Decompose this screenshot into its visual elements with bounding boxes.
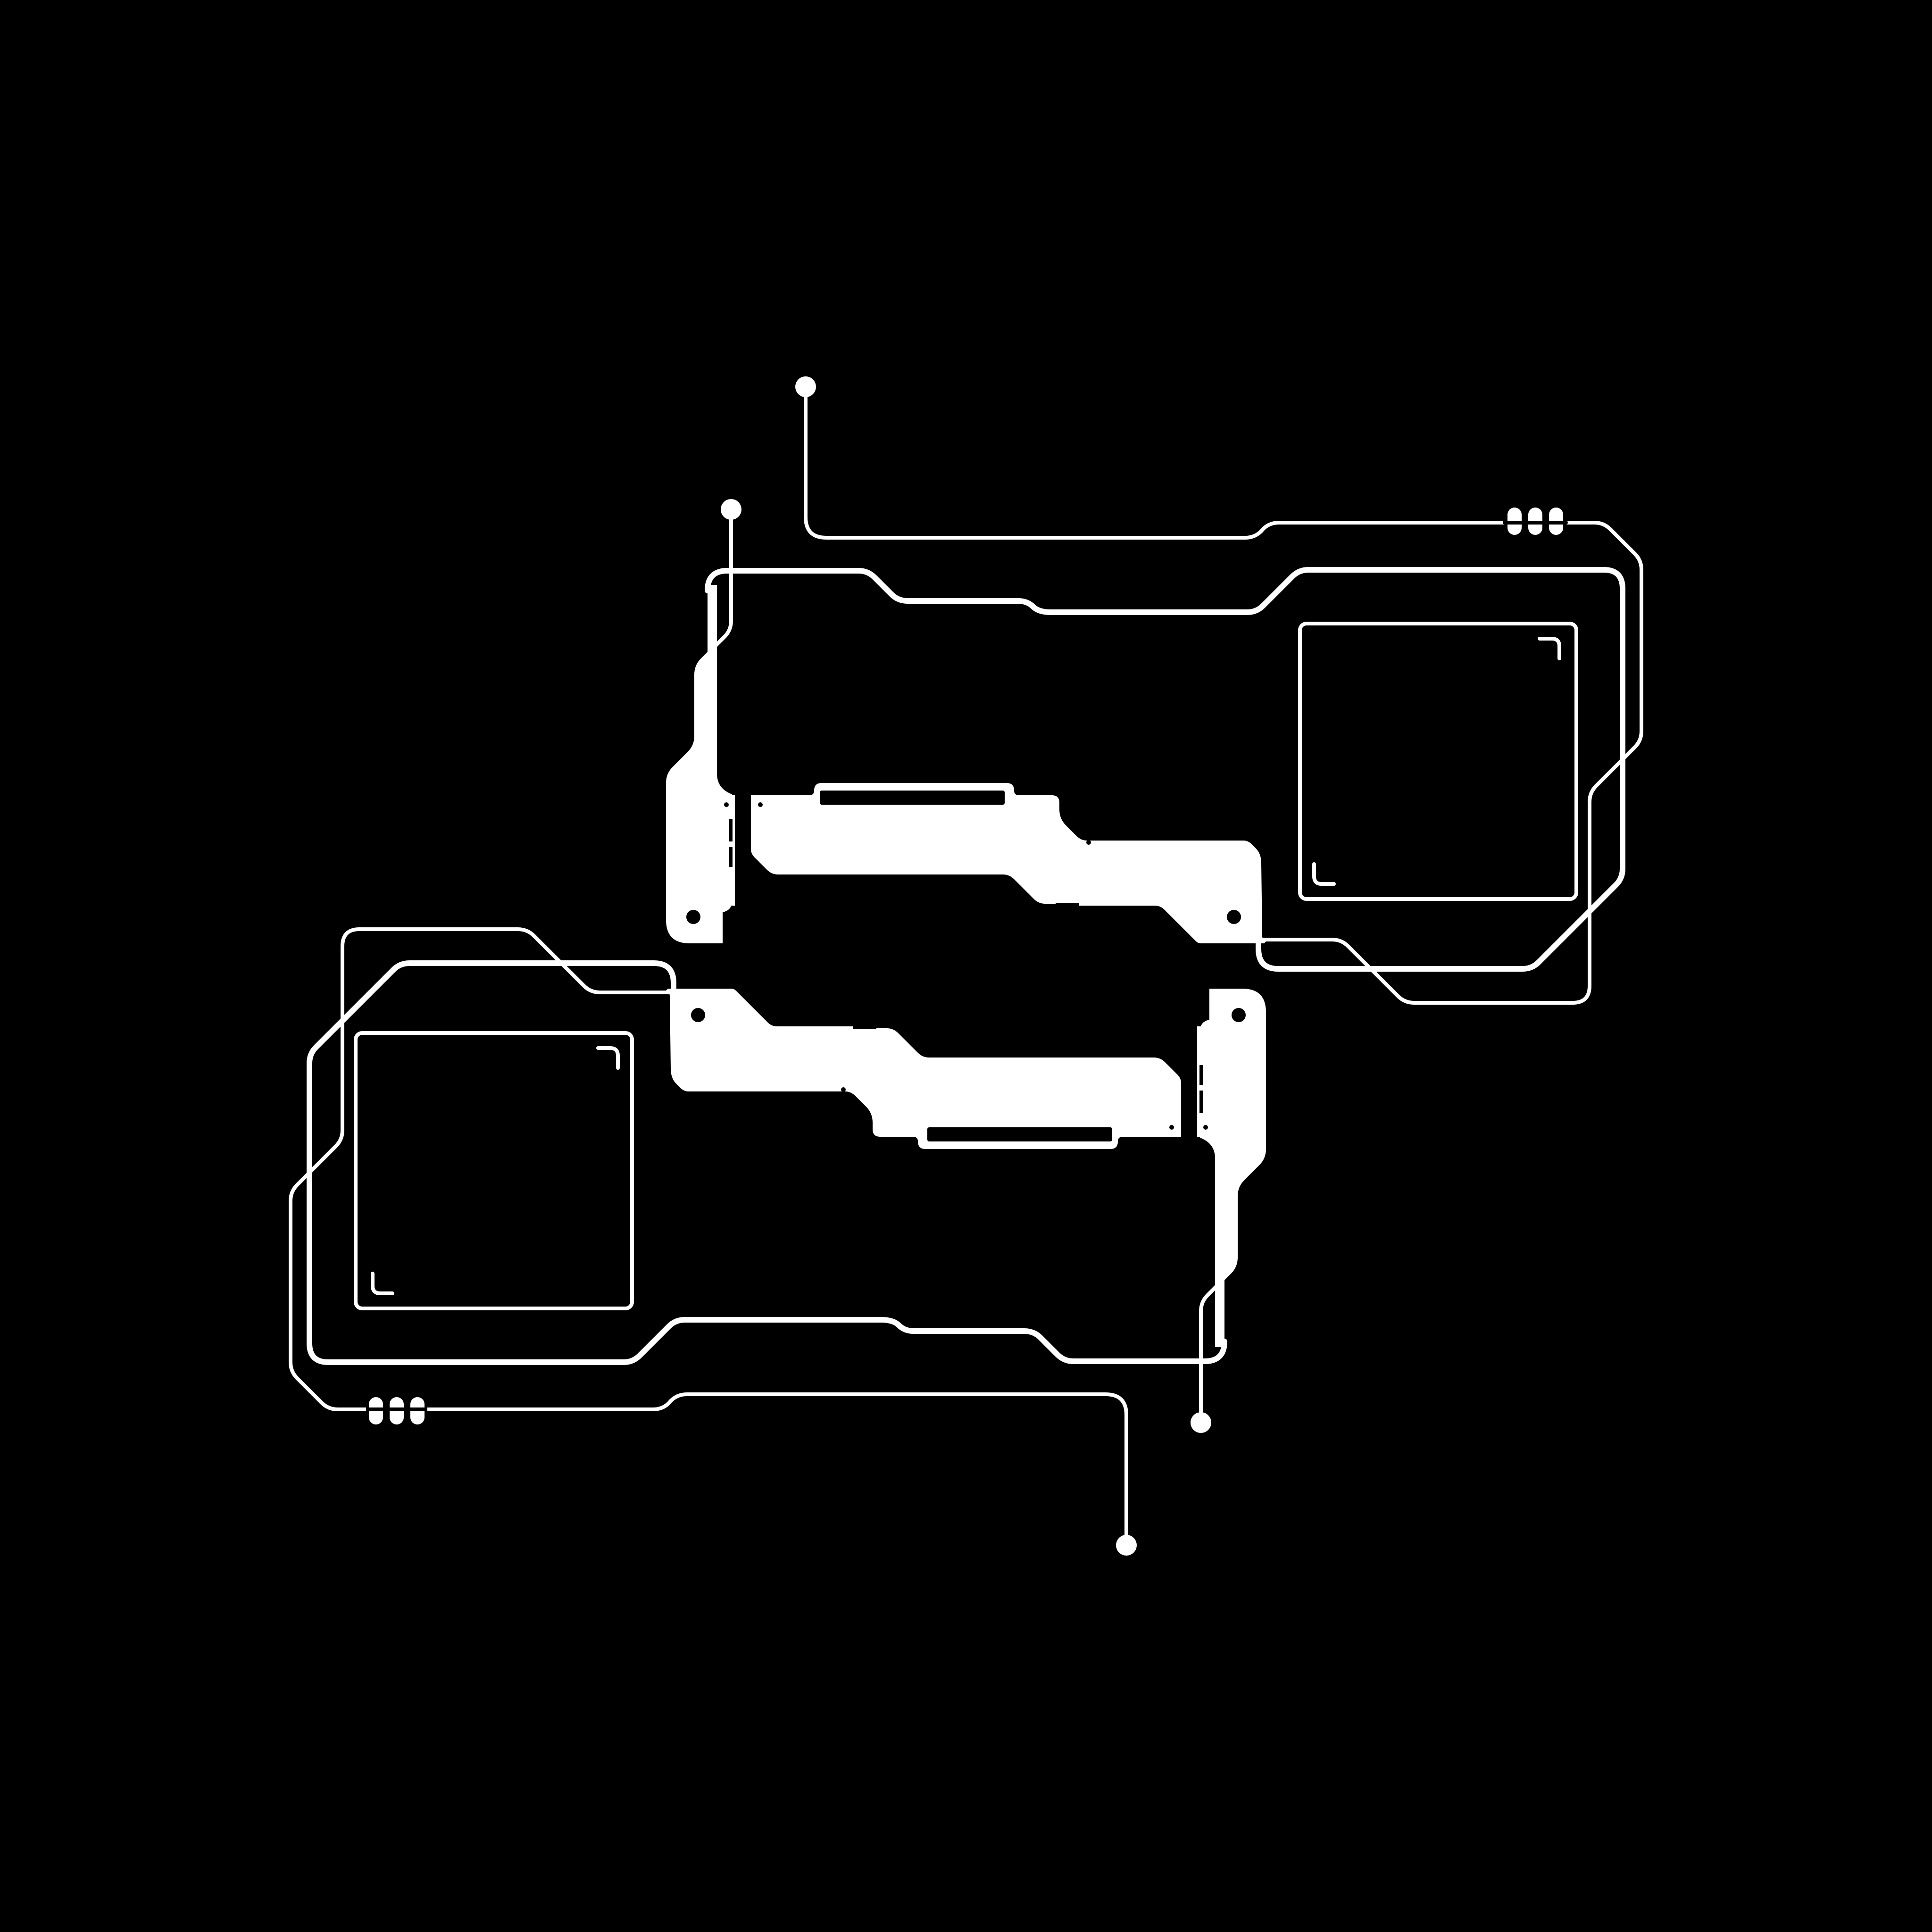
upper-screen-corner-bracket-top	[1538, 637, 1561, 660]
lower-frame-left-flange	[1200, 989, 1266, 1347]
lower-screen-corner-bracket-top	[371, 1272, 394, 1295]
upper-terminal-node-secondary	[721, 499, 741, 520]
lower-console-bolt-left	[1232, 1008, 1246, 1022]
upper-console-bolt-left	[686, 910, 700, 924]
upper-pill-indicator	[1503, 508, 1568, 535]
upper-hud-panel	[666, 376, 1643, 1005]
lower-pill-indicator	[366, 1397, 427, 1424]
lower-terminal-node-secondary	[1191, 1412, 1211, 1433]
upper-console-bolt-right	[1227, 910, 1241, 924]
upper-terminal-node-top	[795, 376, 816, 397]
lower-terminal-node-bottom	[1116, 1535, 1137, 1556]
lower-lead-line	[289, 927, 1128, 1546]
lower-screen	[354, 1031, 634, 1310]
upper-screen	[1298, 622, 1578, 901]
lower-outer-frame	[307, 960, 1227, 1365]
lower-hud-panel	[289, 927, 1266, 1556]
upper-frame-left-flange	[666, 585, 732, 943]
lower-lead-line-secondary	[1199, 1279, 1224, 1424]
upper-screen-corner-bracket-bottom	[1312, 862, 1336, 886]
upper-lead-line	[804, 386, 1643, 1005]
lower-screen-corner-bracket-bottom	[596, 1046, 620, 1070]
upper-outer-frame	[705, 567, 1625, 972]
upper-lead-line-secondary	[708, 508, 733, 653]
lower-console-bolt-right	[691, 1008, 705, 1022]
